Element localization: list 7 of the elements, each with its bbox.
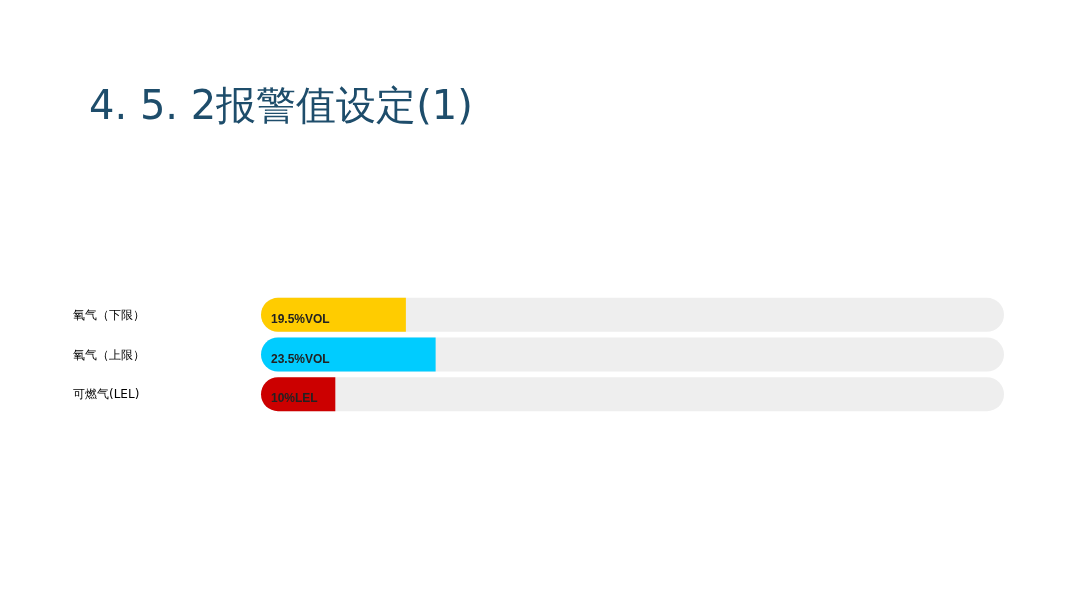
data-label: 10%LEL	[271, 391, 318, 406]
y-tick-label: 氧气（上限）	[73, 347, 145, 362]
data-label: 19.5%VOL	[271, 311, 330, 326]
y-tick-label: 氧气（下限）	[73, 307, 145, 322]
data-label: 23.5%VOL	[271, 351, 330, 366]
chart-title: 4. 5. 2报警值设定(1)	[89, 82, 473, 128]
y-tick-label: 可燃气(LEL)	[73, 387, 140, 402]
